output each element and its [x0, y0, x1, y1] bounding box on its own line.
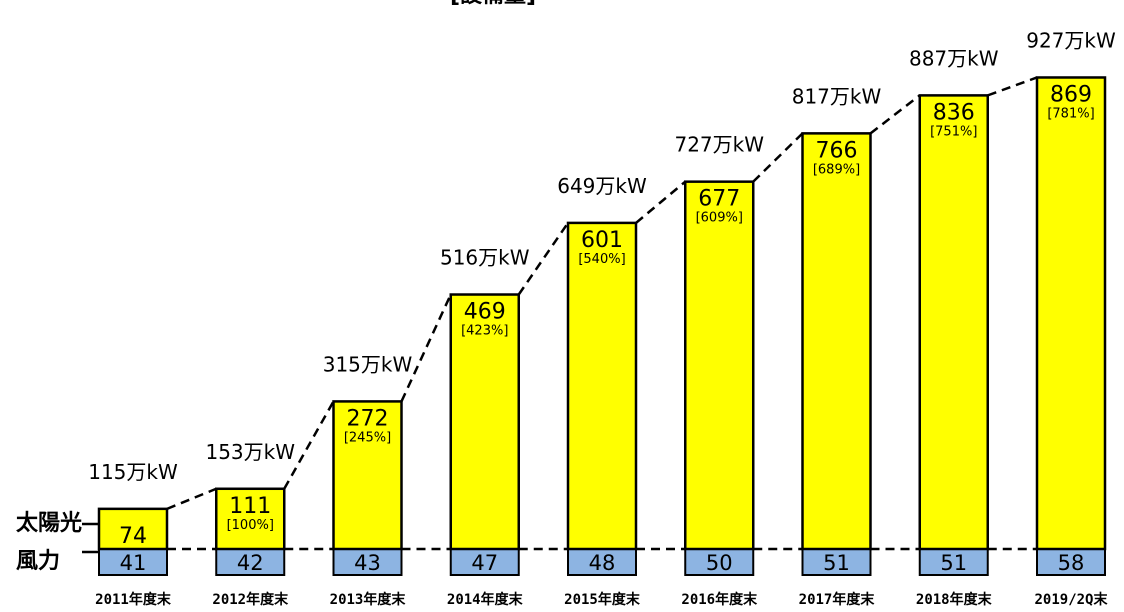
tick-label-4: 2015年度末: [564, 591, 641, 608]
label-solar-ratio-4: [540%]: [578, 252, 625, 267]
bar-wind-8: [1036, 548, 1106, 576]
tick-label-1: 2012年度末: [212, 591, 289, 608]
label-solar-value-6: 766: [816, 138, 858, 163]
bar-solar-0: [97, 507, 169, 551]
tick-label-6: 2017年度末: [799, 591, 876, 608]
bar-wind-5: [684, 548, 755, 576]
label-total-7: 887万kW: [909, 46, 999, 70]
label-total-0: 115万kW: [88, 460, 178, 484]
label-solar-ratio-7: [751%]: [930, 124, 977, 139]
connector-total-6: [869, 94, 921, 135]
label-solar-value-5: 677: [698, 187, 740, 212]
bar-solar-5: [684, 180, 755, 551]
bar-solar-8: [1035, 76, 1107, 551]
tick-label-2: 2013年度末: [330, 591, 407, 608]
label-solar-value-1: 111: [229, 494, 271, 519]
bar-solar-3: [449, 293, 520, 551]
bar-wind-4: [567, 548, 637, 576]
bar-wind-3: [449, 548, 520, 576]
bar-solar-7: [918, 94, 989, 551]
bar-wind-6: [801, 548, 872, 576]
label-solar-ratio-5: [609%]: [696, 211, 743, 226]
label-solar-value-7: 836: [933, 100, 975, 125]
label-solar-value-8: 869: [1050, 82, 1092, 107]
label-solar-ratio-3: [423%]: [461, 324, 508, 339]
label-wind-value-8: 58: [1058, 551, 1085, 575]
tick-label-7: 2018年度末: [916, 591, 993, 608]
connector-total-5: [752, 132, 804, 183]
connector-total-7: [987, 76, 1038, 97]
bar-solar-6: [801, 132, 872, 551]
connector-total-4: [635, 180, 687, 224]
label-total-1: 153万kW: [205, 440, 295, 464]
label-total-4: 649万kW: [557, 174, 647, 198]
tick-label-8: 2019/2Q末: [1034, 591, 1108, 608]
label-total-3: 516万kW: [440, 246, 530, 270]
bar-solar-1: [215, 487, 286, 551]
label-wind-value-1: 42: [237, 551, 264, 575]
legend-solar-label: 太陽光: [16, 511, 82, 536]
label-wind-value-2: 43: [354, 551, 381, 575]
label-total-8: 927万kW: [1026, 28, 1116, 52]
legend-wind-label: 風力: [16, 549, 60, 574]
tick-label-5: 2016年度末: [681, 591, 758, 608]
bar-solar-2: [332, 400, 403, 551]
label-wind-value-5: 50: [706, 551, 733, 575]
label-wind-value-0: 41: [120, 551, 147, 575]
label-total-5: 727万kW: [674, 133, 764, 157]
label-solar-value-2: 272: [347, 406, 389, 431]
connector-total-1: [283, 400, 335, 490]
tick-label-0: 2011年度末: [95, 591, 172, 608]
label-solar-ratio-8: [781%]: [1047, 106, 1094, 121]
label-total-2: 315万kW: [323, 352, 413, 376]
tick-label-3: 2014年度末: [447, 591, 524, 608]
label-solar-value-0: 74: [119, 524, 147, 549]
connector-total-0: [166, 487, 217, 511]
label-solar-value-4: 601: [581, 228, 623, 253]
label-total-6: 817万kW: [792, 84, 882, 108]
bar-wind-7: [918, 548, 989, 576]
bar-wind-0: [98, 548, 168, 576]
bar-solar-4: [566, 221, 638, 551]
label-solar-ratio-6: [689%]: [813, 162, 860, 177]
chart-title: [設備量]: [450, 0, 536, 8]
connector-total-2: [400, 293, 452, 402]
label-wind-value-6: 51: [823, 551, 850, 575]
label-wind-value-3: 47: [471, 551, 498, 575]
label-solar-ratio-1: [100%]: [227, 518, 274, 533]
label-solar-value-3: 469: [464, 300, 506, 325]
label-wind-value-7: 51: [940, 551, 967, 575]
label-wind-value-4: 48: [589, 551, 616, 575]
label-solar-ratio-2: [245%]: [344, 430, 391, 445]
